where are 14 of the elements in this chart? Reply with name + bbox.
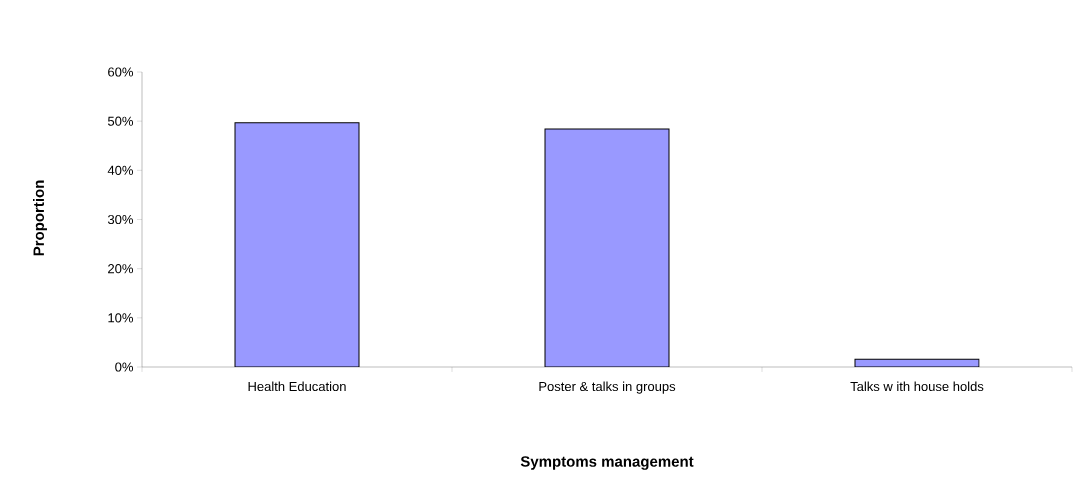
bar <box>544 128 670 367</box>
y-tick-label: 20% <box>108 264 134 274</box>
y-tick-label: 30% <box>107 214 134 225</box>
bar <box>234 122 360 367</box>
y-tick-label: 60% <box>108 67 134 77</box>
y-tick-label: 40% <box>107 165 134 175</box>
y-tick-label: 50% <box>107 116 134 126</box>
y-tick-label: 10% <box>108 313 134 323</box>
y-tick-label: 0% <box>115 362 134 372</box>
x-tick-label: Health Education <box>248 381 346 392</box>
x-tick-label: Talks w ith house holds <box>850 381 984 392</box>
y-axis-title: Proportion <box>33 180 47 256</box>
x-axis-title: Symptoms management <box>520 456 694 470</box>
x-tick-label: Poster & talks in groups <box>539 381 676 394</box>
